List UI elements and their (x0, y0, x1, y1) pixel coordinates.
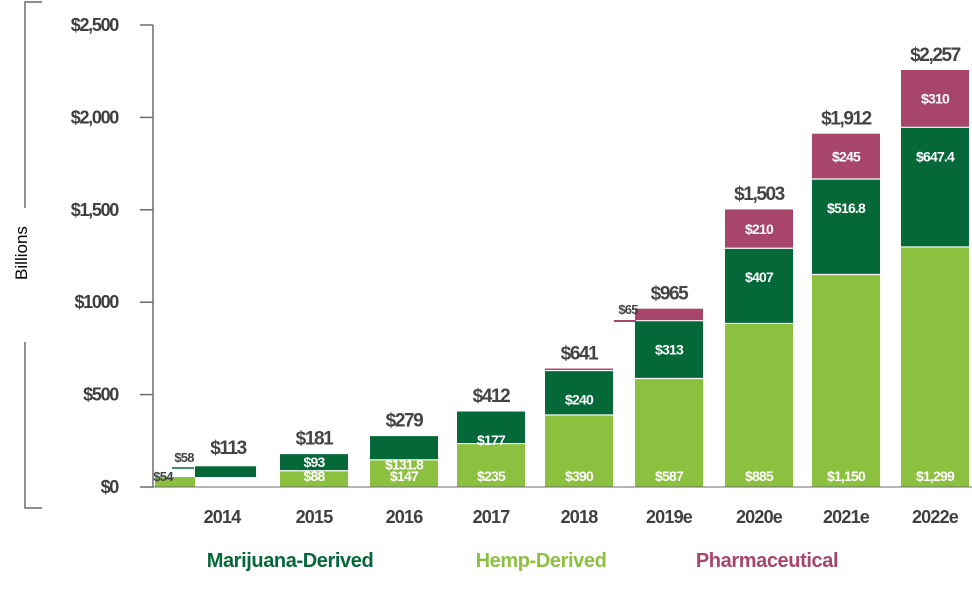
x-tick-label: 2019e (646, 507, 693, 527)
x-tick-label: 2016 (386, 507, 424, 527)
bar-segment-pharmaceutical-2019e (635, 308, 703, 321)
data-label-total: $1,912 (821, 109, 872, 130)
data-label-marijuana: $131.8 (385, 456, 424, 472)
bar-segment-pharmaceutical-2018 (545, 368, 613, 371)
data-label-marijuana: $93 (304, 454, 326, 470)
y-axis-title: Billions (12, 226, 31, 280)
bar-segment-marijuana-derived-2017 (457, 410, 525, 444)
legend-item-hemp-derived: Hemp-Derived (476, 550, 607, 572)
bar-segment-hemp-derived-2016 (370, 459, 438, 487)
bar-segment-marijuana-derived-2014 (195, 466, 256, 478)
data-label-marijuana: $177 (477, 432, 506, 448)
bar-segment-marijuana-derived-2015 (280, 453, 348, 471)
data-label-hemp: $390 (565, 468, 594, 484)
bar-segment-marijuana-derived-2021e (812, 178, 880, 275)
y-axis-bracket-top (24, 1, 42, 208)
bar-segment-marijuana-derived-2020e (725, 248, 793, 324)
data-label-marijuana: $240 (565, 392, 594, 408)
bar-segment-hemp-derived-2020e (725, 323, 793, 487)
y-tick-label: $1,500 (71, 200, 120, 220)
bar-segment-pharmaceutical-2022e (901, 70, 969, 128)
data-label-pharmaceutical: $210 (745, 221, 774, 237)
data-label-marijuana: $407 (745, 269, 774, 285)
data-label-hemp: $54 (153, 469, 174, 484)
y-tick-label: $1000 (74, 292, 119, 312)
legend-item-marijuana-derived: Marijuana-Derived (207, 550, 374, 572)
data-label-hemp: $1,150 (827, 468, 866, 484)
bar-segment-marijuana-derived-2022e (901, 127, 969, 247)
data-label-total: $1,503 (734, 184, 785, 205)
y-tick-label: $500 (83, 385, 119, 405)
data-label-total: $113 (210, 438, 246, 459)
x-tick-label: 2020e (736, 507, 783, 527)
legend: Marijuana-Derived Hemp-Derived Pharmaceuti… (207, 550, 839, 572)
x-tick-label: 2018 (561, 507, 599, 527)
bar-segment-pharmaceutical-2020e (725, 209, 793, 249)
data-label-pharmaceutical: $310 (921, 91, 950, 107)
y-axis: $0 $500 $1000 $1,500 $2,000 $2,500 Billions (12, 1, 154, 509)
x-tick-label: 2022e (912, 507, 959, 527)
data-label-total: $181 (296, 429, 335, 450)
data-label-pharmaceutical: $245 (832, 148, 861, 164)
bar-segment-marijuana-derived-2016 (370, 435, 438, 460)
data-label-hemp: $885 (745, 468, 774, 484)
bars (155, 70, 969, 487)
y-axis-bracket-bottom (24, 342, 42, 509)
x-tick-label: 2021e (823, 507, 870, 527)
data-label-marijuana: $313 (655, 342, 684, 358)
data-label-hemp: $147 (390, 468, 419, 484)
bar-segment-hemp-derived-2014 (155, 477, 195, 487)
data-label-pharmaceutical: $65 (618, 302, 638, 317)
data-label-total: $965 (651, 284, 690, 305)
y-tick-label: $2,500 (71, 15, 120, 35)
bar-segment-marijuana-derived-2018 (545, 370, 613, 415)
x-tick-label: 2017 (473, 507, 511, 527)
data-label-marijuana: $516.8 (827, 200, 866, 216)
bar-segment-pharmaceutical-2021e (812, 133, 880, 179)
legend-item-pharmaceutical: Pharmaceutical (696, 550, 838, 572)
x-tick-label: 2014 (204, 507, 242, 527)
data-label-total: $2,257 (910, 45, 961, 66)
data-labels: $88$93 $181 $147$131.8 $279 $235 $177 $412 $390… (153, 45, 962, 484)
bar-segment-hemp-derived-2022e (901, 246, 969, 487)
bar-segment-hemp-derived-2015 (280, 470, 348, 487)
bar-segment-hemp-derived-2021e (812, 274, 880, 487)
x-tick-label: 2015 (296, 507, 334, 527)
bar-segment-hemp-derived-2017 (457, 443, 525, 487)
data-label-hemp: $587 (655, 468, 684, 484)
y-tick-label: $2,000 (71, 107, 120, 127)
data-label-marijuana: $647.4 (916, 148, 955, 164)
bar-segment-marijuana-derived-2019e (635, 320, 703, 379)
data-label-total: $412 (473, 386, 511, 407)
bar-segment-hemp-derived-2019e (635, 378, 703, 487)
data-label-hemp: $1,299 (916, 468, 955, 484)
data-label-hemp: $88 (304, 468, 326, 484)
data-label-marijuana: $58 (174, 450, 194, 465)
y-tick-label: $0 (101, 477, 120, 497)
x-axis: 2014 2015 2016 2017 2018 2019e 2020e 2021e 2022e (153, 486, 972, 527)
data-label-hemp: $235 (477, 468, 506, 484)
data-label-total: $279 (386, 410, 424, 431)
data-label-total: $641 (561, 344, 600, 365)
bar-segment-hemp-derived-2018 (545, 414, 613, 487)
